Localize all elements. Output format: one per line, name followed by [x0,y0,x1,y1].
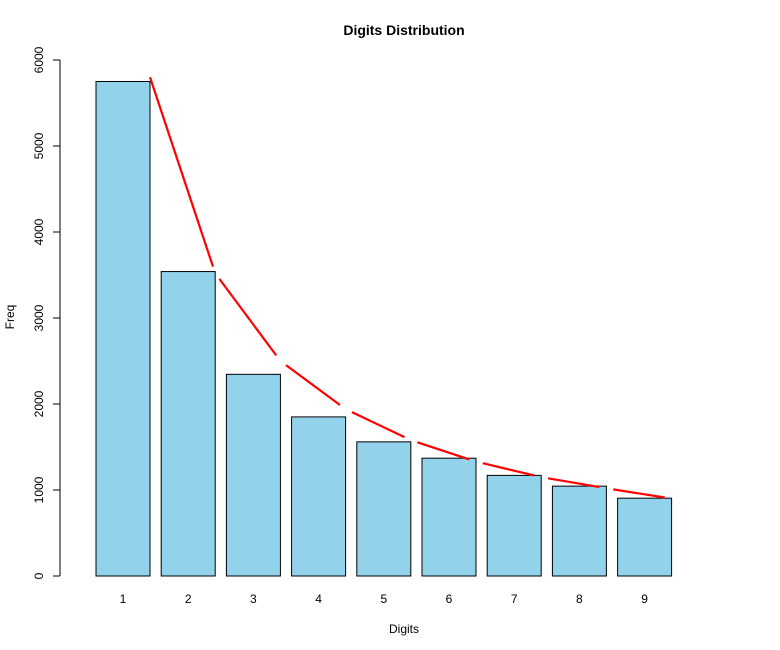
x-axis-label: Digits [389,622,419,636]
y-tick-label-4000: 4000 [32,218,46,245]
x-tick-label-9: 9 [641,592,648,606]
bar-9 [617,497,673,577]
y-axis-label: Freq [3,305,17,330]
x-tick-label-4: 4 [315,592,322,606]
line-segment-4 [351,411,405,439]
bar-7 [486,474,542,577]
line-segment-3 [285,364,341,406]
bars [95,81,673,577]
line-segment-5 [417,441,470,461]
chart-title: Digits Distribution [343,22,464,38]
y-tick-label-1000: 1000 [32,476,46,503]
y-tick-label-5000: 5000 [32,132,46,159]
x-tick-label-5: 5 [380,592,387,606]
bar-1 [95,81,151,577]
x-tick-label-6: 6 [446,592,453,606]
bar-4 [291,416,347,577]
y-axis: 0 1000 2000 3000 4000 5000 6000 [32,46,61,579]
line-segment-6 [482,462,535,477]
bar-6 [421,457,477,577]
benford-line [148,76,665,499]
x-axis-tick-labels: 1 2 3 4 5 6 7 8 9 [120,592,649,606]
line-segment-7 [547,477,600,489]
bar-3 [225,373,281,577]
y-tick-label-0: 0 [32,572,46,579]
bar-2 [160,271,216,577]
line-segment-1 [148,76,215,267]
line-segment-2 [218,278,278,357]
line-segment-8 [613,488,665,499]
x-tick-label-1: 1 [120,592,127,606]
bar-5 [356,441,412,577]
x-tick-label-7: 7 [511,592,518,606]
x-tick-label-8: 8 [576,592,583,606]
y-tick-label-3000: 3000 [32,304,46,331]
y-tick-label-6000: 6000 [32,46,46,73]
x-tick-label-3: 3 [250,592,257,606]
bar-8 [551,485,607,577]
y-tick-label-2000: 2000 [32,390,46,417]
x-tick-label-2: 2 [185,592,192,606]
